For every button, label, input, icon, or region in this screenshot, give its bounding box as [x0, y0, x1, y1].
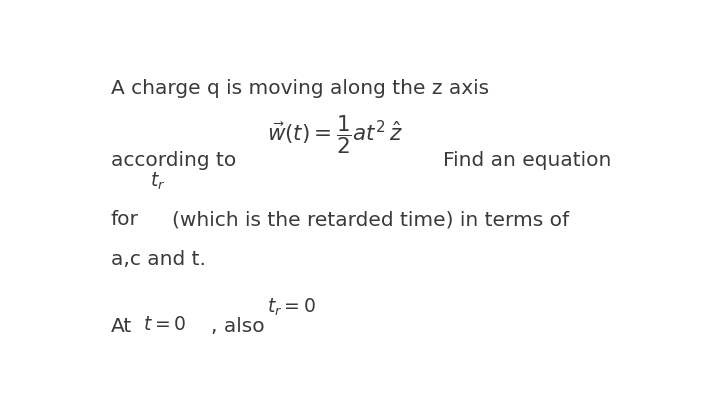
- Text: $t_r = 0$: $t_r = 0$: [266, 297, 316, 318]
- Text: a,c and t.: a,c and t.: [111, 250, 206, 269]
- Text: At: At: [111, 317, 132, 337]
- Text: , also: , also: [211, 317, 265, 337]
- Text: $t_r$: $t_r$: [150, 171, 165, 193]
- Text: $\vec{w}(t) = \dfrac{1}{2}at^2\,\hat{z}$: $\vec{w}(t) = \dfrac{1}{2}at^2\,\hat{z}$: [266, 114, 403, 156]
- Text: A charge q is moving along the z axis: A charge q is moving along the z axis: [111, 79, 489, 98]
- Text: (which is the retarded time) in terms of: (which is the retarded time) in terms of: [172, 210, 569, 229]
- Text: Find an equation: Find an equation: [443, 151, 612, 170]
- Text: according to: according to: [111, 151, 236, 170]
- Text: for: for: [111, 210, 139, 229]
- Text: $t = 0$: $t = 0$: [143, 315, 186, 334]
